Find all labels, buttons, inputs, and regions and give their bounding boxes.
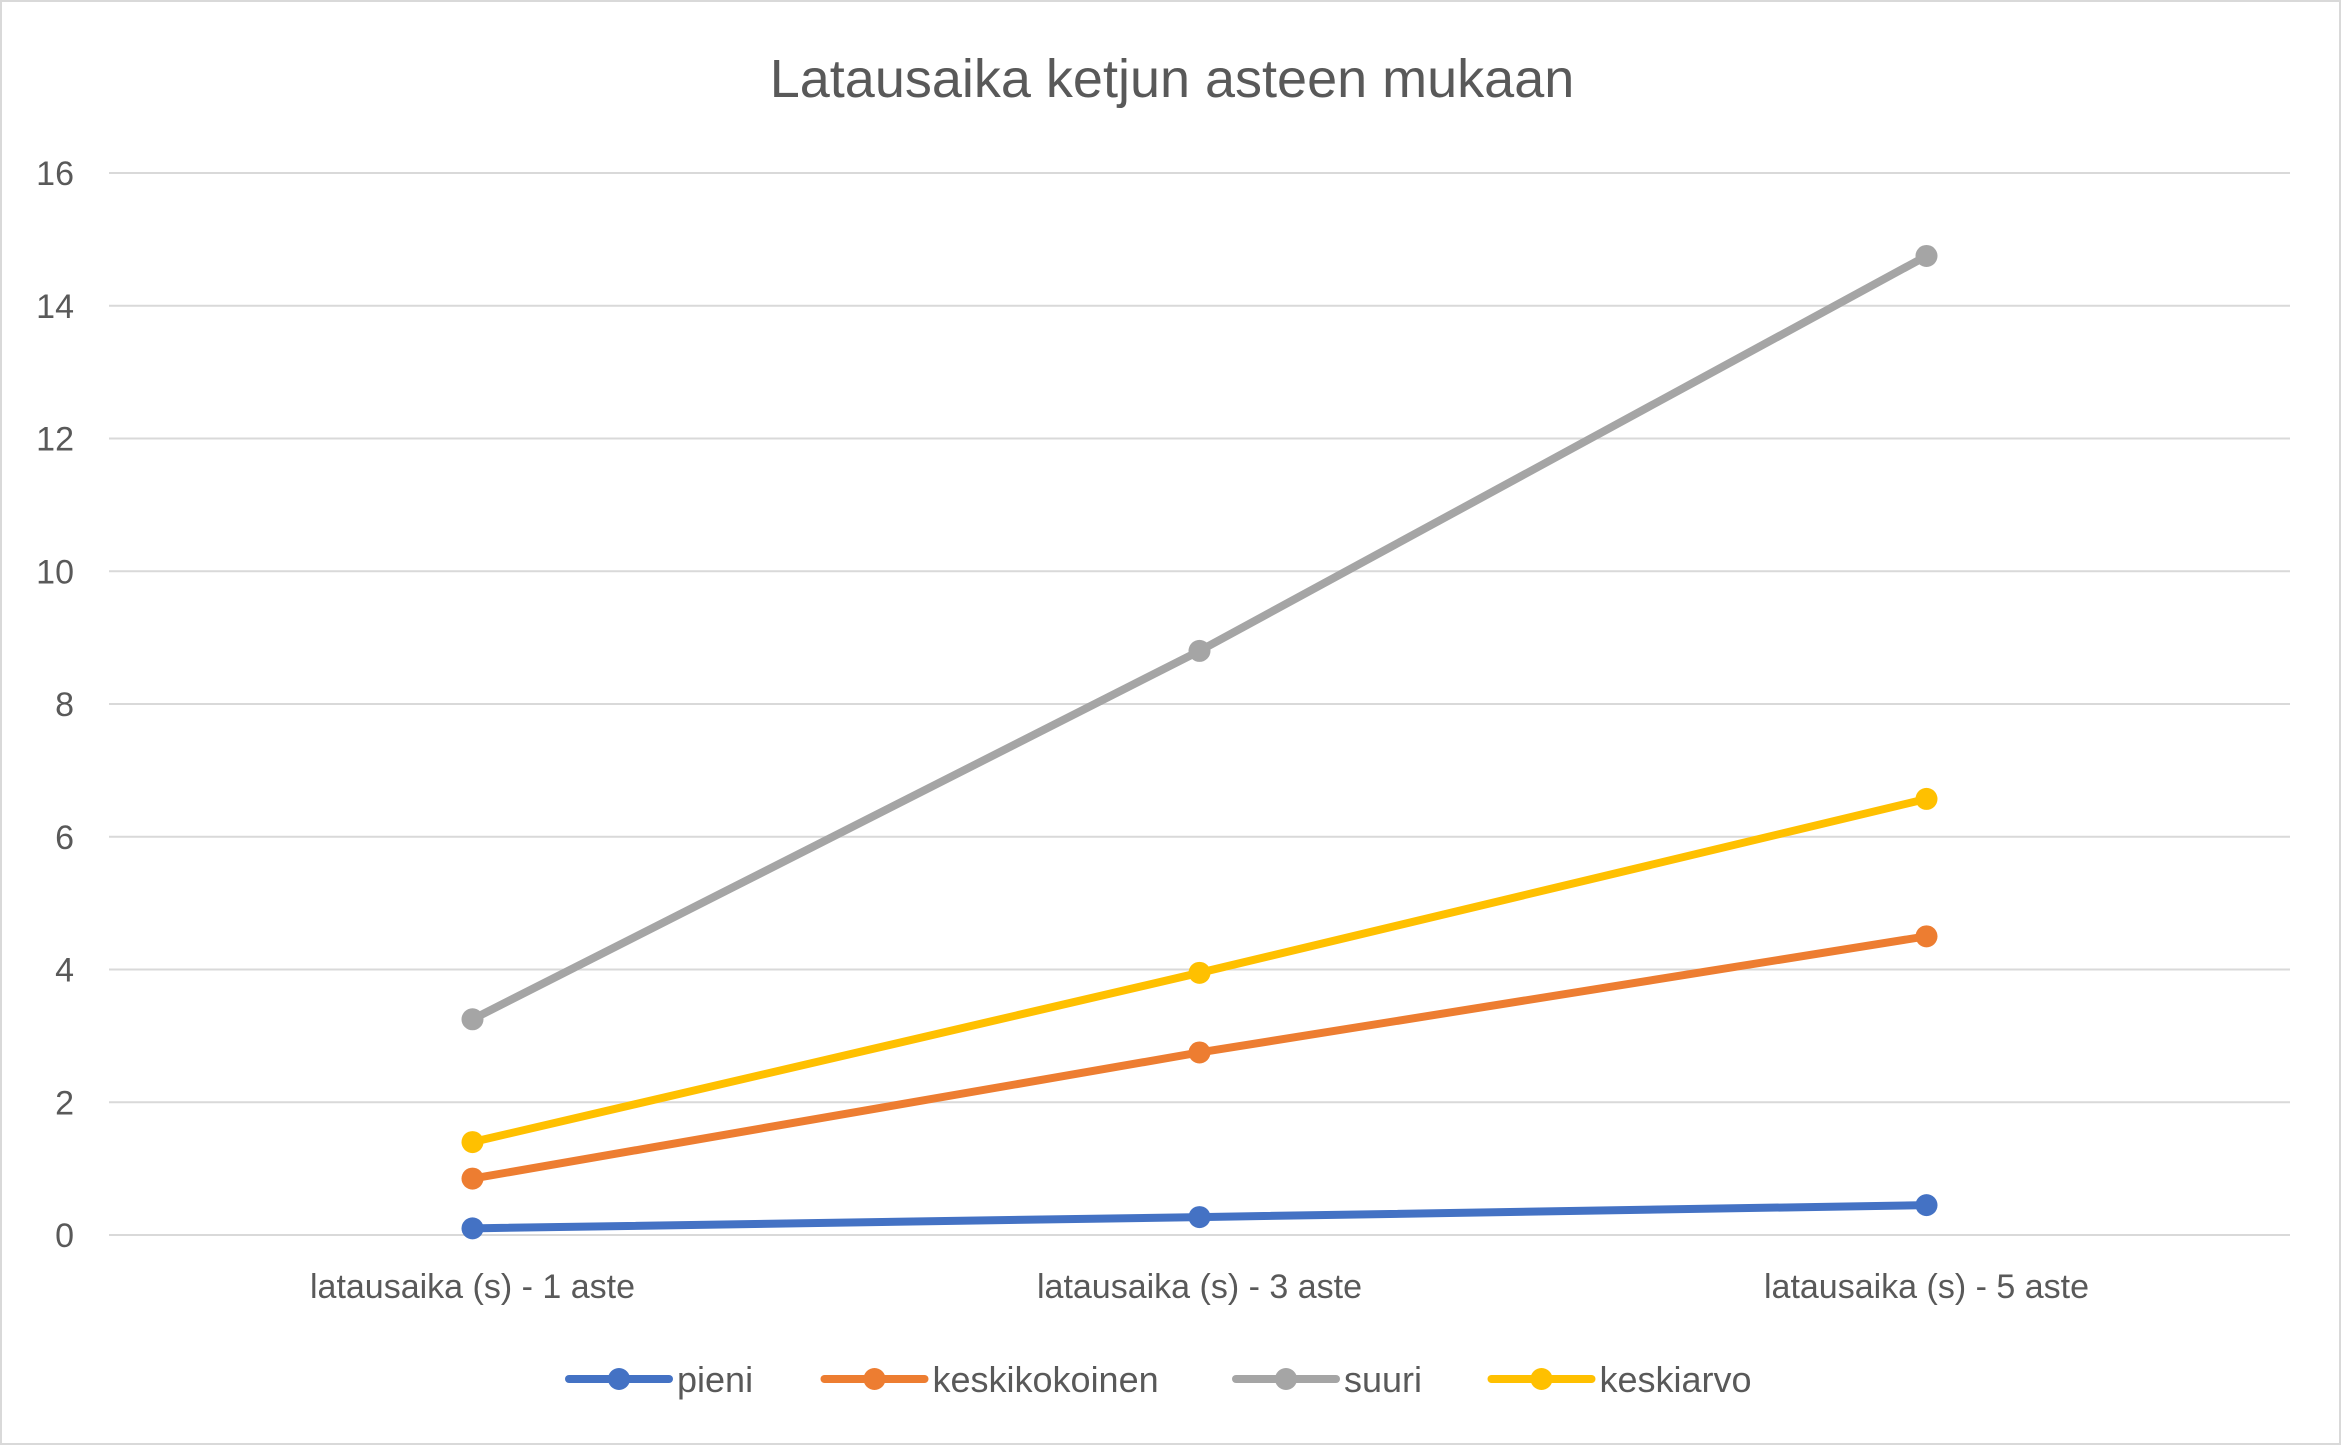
- legend-item-suuri: suuri: [1232, 1359, 1422, 1400]
- data-point: [1188, 961, 1211, 984]
- series-line: [468, 251, 1931, 1024]
- y-tick-label: 12: [36, 421, 74, 459]
- x-axis-ticks: latausaika (s) - 1 aste latausaika (s) - …: [310, 1268, 2089, 1306]
- data-point: [1188, 639, 1211, 662]
- legend-item-pieni: pieni: [565, 1359, 753, 1400]
- y-tick-label: 6: [55, 819, 74, 857]
- data-point: [1188, 1041, 1211, 1064]
- legend-item-keskiarvo: keskiarvo: [1487, 1359, 1752, 1400]
- series-keskikokoinen: [461, 925, 1938, 1190]
- data-point: [1915, 787, 1938, 810]
- legend-label: keskikokoinen: [933, 1359, 1159, 1400]
- y-tick-label: 2: [55, 1084, 74, 1122]
- legend-label: keskiarvo: [1600, 1359, 1752, 1400]
- data-point: [461, 1131, 484, 1154]
- data-point: [1915, 1194, 1938, 1217]
- x-tick-label: latausaika (s) - 3 aste: [1037, 1268, 1362, 1306]
- x-tick-label: latausaika (s) - 5 aste: [1764, 1268, 2089, 1306]
- y-tick-label: 0: [55, 1217, 74, 1255]
- legend-label: pieni: [677, 1359, 753, 1400]
- x-tick-label: latausaika (s) - 1 aste: [310, 1268, 635, 1306]
- legend-item-keskikokoinen: keskikokoinen: [820, 1359, 1159, 1400]
- data-point: [461, 1167, 484, 1190]
- legend-marker: [608, 1368, 630, 1390]
- y-tick-label: 10: [36, 553, 74, 591]
- data-point: [461, 1217, 484, 1240]
- data-point: [461, 1008, 484, 1031]
- data-point: [1915, 925, 1938, 948]
- series-keskiarvo: [461, 787, 1938, 1154]
- legend-label: suuri: [1344, 1359, 1422, 1400]
- y-tick-label: 4: [55, 952, 74, 990]
- y-axis-ticks: 0 2 4 6 8 10 12 14 16: [36, 155, 74, 1255]
- grid-layer: [109, 172, 2290, 1236]
- series-pieni: [461, 1194, 1938, 1240]
- series-suuri: [461, 244, 1938, 1031]
- series-layer: [461, 244, 1938, 1240]
- data-point: [1188, 1206, 1211, 1229]
- legend-marker: [1530, 1368, 1553, 1390]
- legend-marker: [863, 1368, 886, 1390]
- y-tick-label: 16: [36, 155, 74, 193]
- data-point: [1915, 244, 1938, 267]
- y-tick-label: 8: [55, 686, 74, 724]
- chart-title: Latausaika ketjun asteen mukaan: [770, 49, 1575, 109]
- legend: pieni keskikokoinen suuri keskiarvo: [565, 1359, 1752, 1400]
- legend-marker: [1275, 1368, 1297, 1390]
- y-tick-label: 14: [36, 288, 74, 326]
